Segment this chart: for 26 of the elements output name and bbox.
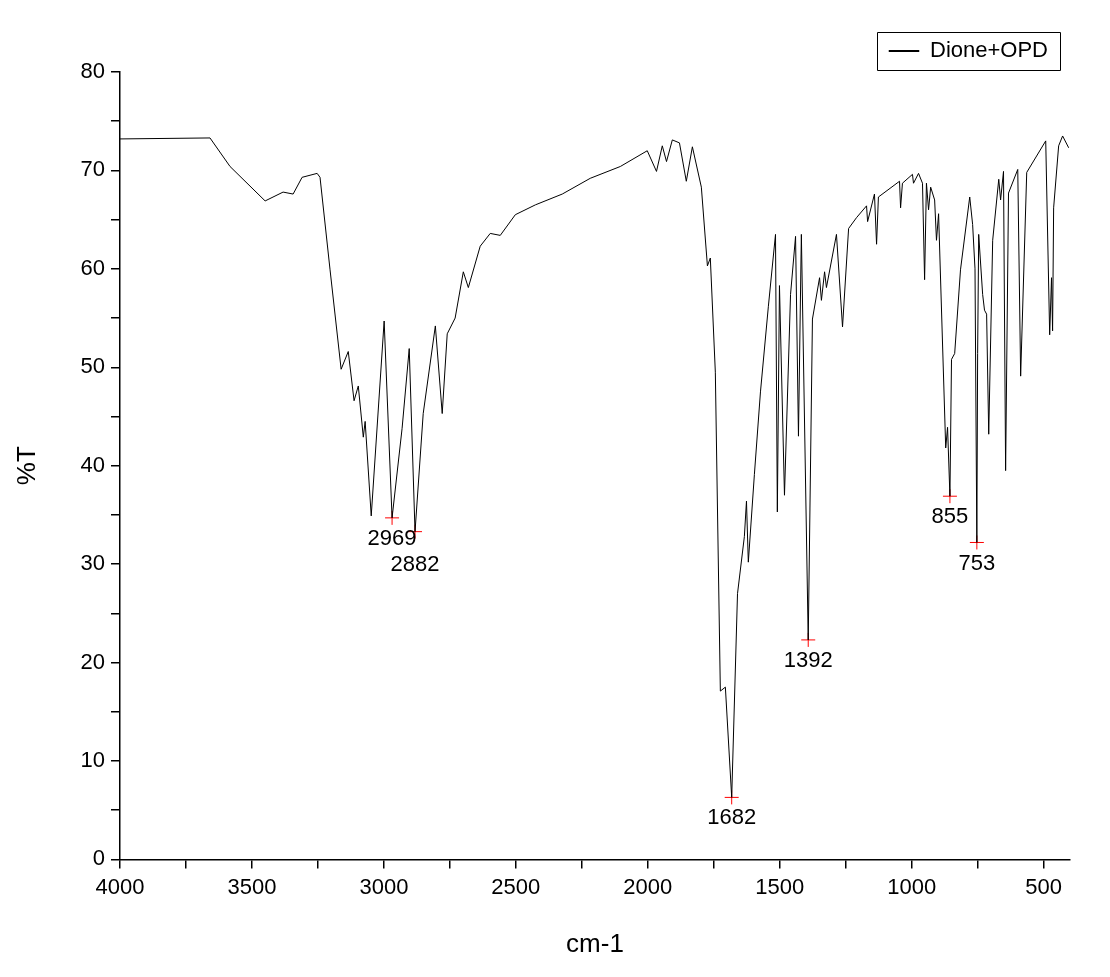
x-tick-label: 4000 [95,873,145,899]
y-tick-label: 20 [80,648,105,674]
annotation: 753 [958,549,996,575]
annotation: 2969 [367,524,417,550]
x-tick-label: 3000 [359,873,409,899]
annotation: 2882 [390,550,440,576]
x-tick-label: 2000 [623,873,673,899]
y-tick-label: 30 [80,550,105,576]
y-tick-label: 10 [80,747,105,773]
x-tick-label: 1500 [755,873,805,899]
y-tick-label: 40 [80,451,105,477]
x-axis-title: cm-1 [566,927,624,958]
annotation: 1392 [783,646,833,672]
y-tick-label: 50 [80,353,105,379]
y-axis-title: %T [10,446,41,486]
annotation: 855 [931,503,969,529]
y-tick-label: 60 [80,254,105,280]
legend-label: Dione+OPD [930,37,1049,63]
y-tick-label: 70 [80,156,105,182]
y-tick-label: 0 [92,845,105,871]
x-tick-label: 3500 [227,873,277,899]
y-tick-label: 80 [80,58,105,84]
x-tick-label: 500 [1025,873,1062,899]
x-tick-label: 2500 [491,873,541,899]
x-tick-label: 1000 [887,873,937,899]
annotation: 1682 [707,804,757,830]
